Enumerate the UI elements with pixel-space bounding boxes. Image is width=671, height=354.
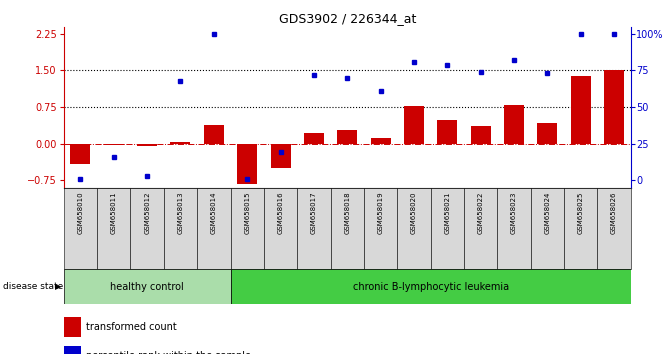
Text: GSM658018: GSM658018 xyxy=(344,192,350,234)
Bar xyxy=(537,123,558,144)
Bar xyxy=(104,144,123,145)
Bar xyxy=(338,130,357,144)
Bar xyxy=(204,125,224,144)
Bar xyxy=(64,269,231,304)
Text: ▶: ▶ xyxy=(55,282,62,291)
Bar xyxy=(97,188,130,269)
Text: GSM658014: GSM658014 xyxy=(211,192,217,234)
Bar xyxy=(571,76,590,144)
Bar xyxy=(170,142,191,144)
Text: GSM658013: GSM658013 xyxy=(177,192,183,234)
Text: GSM658022: GSM658022 xyxy=(478,192,484,234)
Bar xyxy=(470,126,491,144)
Bar xyxy=(597,188,631,269)
Text: GSM658019: GSM658019 xyxy=(378,192,384,234)
Text: GSM658016: GSM658016 xyxy=(278,192,284,234)
Bar xyxy=(497,188,531,269)
Text: GSM658010: GSM658010 xyxy=(77,192,83,234)
Bar xyxy=(64,188,97,269)
Bar xyxy=(364,188,397,269)
Text: transformed count: transformed count xyxy=(87,322,177,332)
Bar xyxy=(137,144,157,146)
Text: GSM658025: GSM658025 xyxy=(578,192,584,234)
Bar xyxy=(397,188,431,269)
Bar xyxy=(164,188,197,269)
Bar xyxy=(231,188,264,269)
Text: GSM658021: GSM658021 xyxy=(444,192,450,234)
Bar xyxy=(404,105,424,144)
Bar xyxy=(437,120,458,144)
Bar xyxy=(464,188,497,269)
Bar xyxy=(504,105,524,144)
Bar xyxy=(604,69,624,144)
Bar xyxy=(431,188,464,269)
Bar xyxy=(304,133,324,144)
Bar xyxy=(331,188,364,269)
Bar xyxy=(237,144,257,184)
Bar xyxy=(130,188,164,269)
Text: healthy control: healthy control xyxy=(110,282,184,292)
Bar xyxy=(197,188,231,269)
Text: GSM658017: GSM658017 xyxy=(311,192,317,234)
Bar xyxy=(564,188,597,269)
Bar xyxy=(264,188,297,269)
Bar xyxy=(370,138,391,144)
Bar xyxy=(531,188,564,269)
Text: GSM658020: GSM658020 xyxy=(411,192,417,234)
Bar xyxy=(270,144,291,168)
Bar xyxy=(231,269,631,304)
Bar xyxy=(64,346,81,354)
Bar xyxy=(297,188,331,269)
Text: percentile rank within the sample: percentile rank within the sample xyxy=(87,351,252,354)
Bar xyxy=(70,144,91,164)
Text: GSM658012: GSM658012 xyxy=(144,192,150,234)
Title: GDS3902 / 226344_at: GDS3902 / 226344_at xyxy=(278,12,416,25)
Text: GSM658024: GSM658024 xyxy=(544,192,550,234)
Text: disease state: disease state xyxy=(3,282,64,291)
Text: GSM658011: GSM658011 xyxy=(111,192,117,234)
Text: GSM658015: GSM658015 xyxy=(244,192,250,234)
Text: GSM658023: GSM658023 xyxy=(511,192,517,234)
Text: chronic B-lymphocytic leukemia: chronic B-lymphocytic leukemia xyxy=(352,282,509,292)
Text: GSM658026: GSM658026 xyxy=(611,192,617,234)
Bar xyxy=(64,317,81,337)
